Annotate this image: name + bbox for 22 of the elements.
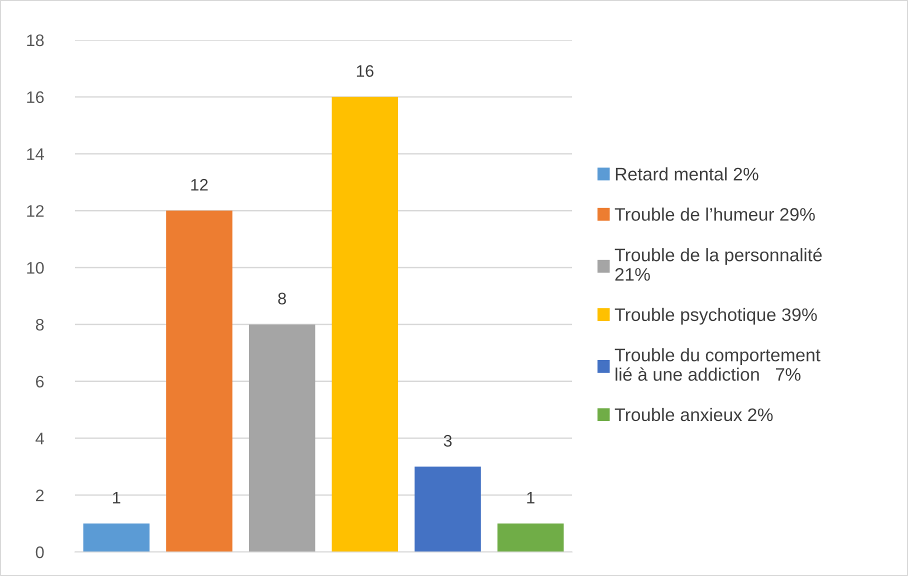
y-tick-label: 10 xyxy=(27,262,44,274)
y-tick-label: 18 xyxy=(27,34,44,46)
legend-label: Trouble de la personnalité 21% xyxy=(614,248,822,281)
data-label: 1 xyxy=(527,492,534,504)
y-tick-label: 16 xyxy=(27,91,44,104)
y-tick-label: 4 xyxy=(36,432,44,444)
data-label: 3 xyxy=(444,434,452,447)
y-tick-label: 2 xyxy=(36,490,44,502)
data-label: 16 xyxy=(356,65,374,77)
legend-label: Trouble psychotique 39% xyxy=(614,308,817,325)
data-label: 8 xyxy=(278,292,286,304)
legend-label: Trouble anxieux 2% xyxy=(614,408,773,422)
data-label: 12 xyxy=(191,178,208,191)
y-tick-label: 6 xyxy=(36,376,44,388)
legend-label: Retard mental 2% xyxy=(616,167,758,181)
y-tick-label: 12 xyxy=(27,205,44,217)
y-tick-label: 0 xyxy=(36,546,44,558)
data-label: 1 xyxy=(113,492,120,504)
legend-label: Trouble du comportement lié à une addiction 7% xyxy=(614,348,820,381)
legend-label: Trouble de l’humeur 29% xyxy=(614,208,815,221)
y-tick-label: 14 xyxy=(27,148,44,160)
y-tick-label: 8 xyxy=(36,318,44,331)
